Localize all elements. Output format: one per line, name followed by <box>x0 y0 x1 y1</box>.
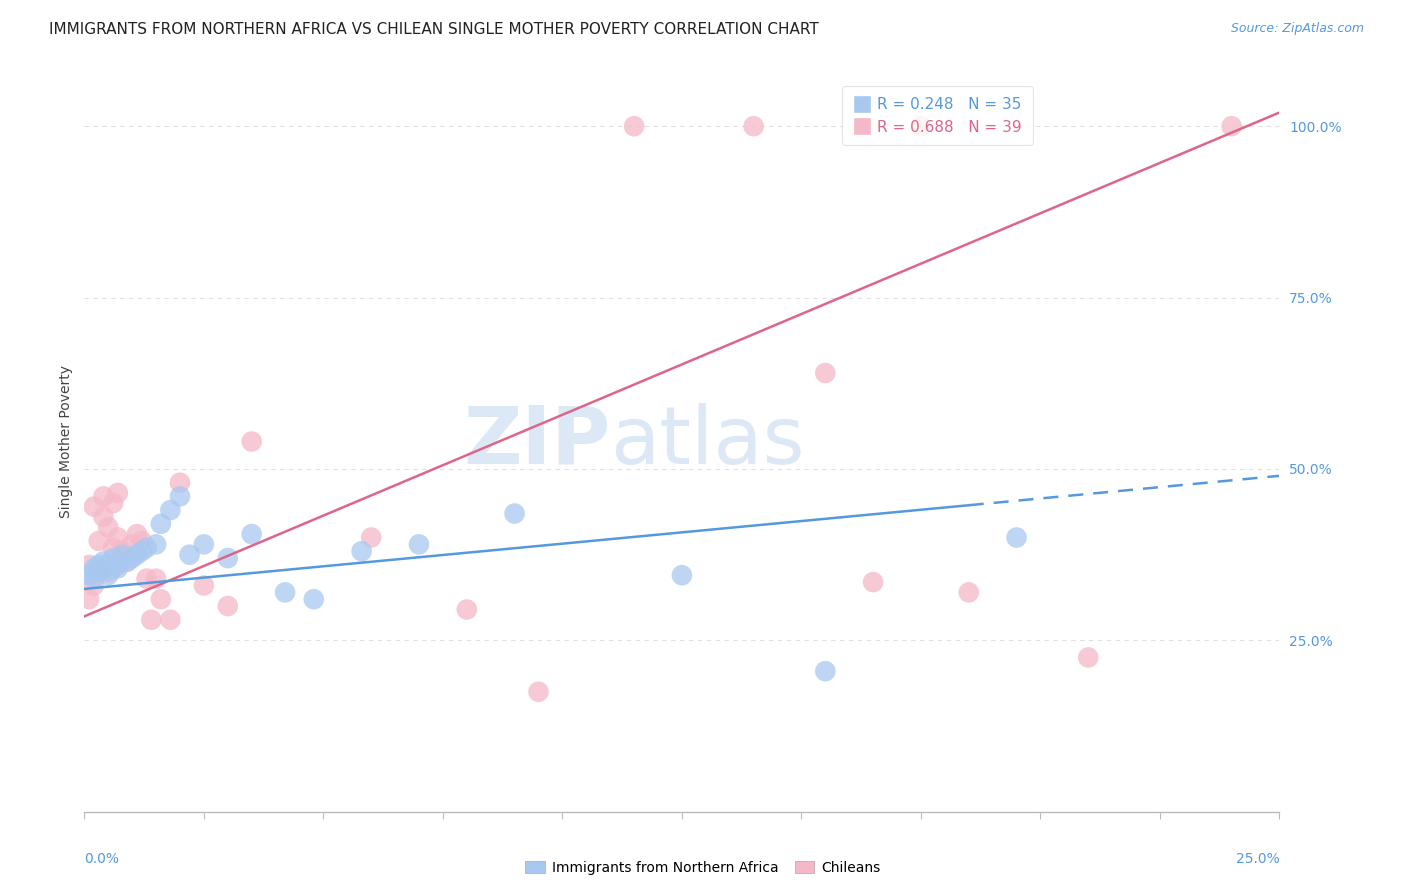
Point <box>179 548 201 562</box>
Point <box>149 516 172 531</box>
Point <box>169 489 191 503</box>
Y-axis label: Single Mother Poverty: Single Mother Poverty <box>59 365 73 518</box>
Point <box>193 537 215 551</box>
Point <box>107 558 129 572</box>
Point <box>141 613 163 627</box>
Point <box>87 533 110 548</box>
Point <box>83 578 105 592</box>
Point <box>121 537 143 551</box>
Point <box>101 561 124 575</box>
Point <box>957 585 980 599</box>
Point <box>77 558 100 572</box>
Text: 0.0%: 0.0% <box>84 853 120 866</box>
Point <box>111 548 134 562</box>
Point <box>97 565 120 579</box>
Point <box>101 551 124 566</box>
Point <box>97 558 120 572</box>
Point <box>83 572 105 586</box>
Point <box>93 489 115 503</box>
Point <box>77 568 100 582</box>
Point <box>107 486 129 500</box>
Point <box>910 119 932 133</box>
Point <box>360 531 382 545</box>
Point <box>131 533 153 548</box>
Text: ZIP: ZIP <box>463 402 610 481</box>
Point <box>111 544 134 558</box>
Point <box>101 541 124 555</box>
Point <box>125 527 148 541</box>
Point <box>159 503 181 517</box>
Point <box>149 592 172 607</box>
Point <box>1005 531 1028 545</box>
Point <box>97 568 120 582</box>
Point <box>131 544 153 558</box>
Point <box>742 119 765 133</box>
Point <box>117 554 139 568</box>
Point <box>87 565 110 579</box>
Point <box>83 561 105 575</box>
Point <box>135 541 157 555</box>
Text: 25.0%: 25.0% <box>1236 853 1279 866</box>
Point <box>77 592 100 607</box>
Point <box>1220 119 1243 133</box>
Point <box>83 500 105 514</box>
Point <box>145 537 167 551</box>
Point <box>93 554 115 568</box>
Point <box>1077 650 1099 665</box>
Point <box>93 510 115 524</box>
Point <box>527 685 550 699</box>
Point <box>671 568 693 582</box>
Point <box>456 602 478 616</box>
Point <box>135 572 157 586</box>
Point <box>193 578 215 592</box>
Point <box>274 585 297 599</box>
Point <box>107 531 129 545</box>
Text: atlas: atlas <box>610 402 804 481</box>
Point <box>121 551 143 566</box>
Text: Source: ZipAtlas.com: Source: ZipAtlas.com <box>1230 22 1364 36</box>
Point <box>814 664 837 678</box>
Point <box>814 366 837 380</box>
Point <box>101 496 124 510</box>
Point <box>117 554 139 568</box>
Point <box>159 613 181 627</box>
Point <box>97 520 120 534</box>
Point <box>240 434 263 449</box>
Point <box>145 572 167 586</box>
Point <box>125 548 148 562</box>
Point <box>302 592 325 607</box>
Point <box>93 561 115 575</box>
Legend: Immigrants from Northern Africa, Chileans: Immigrants from Northern Africa, Chilean… <box>520 855 886 880</box>
Legend: R = 0.248   N = 35, R = 0.688   N = 39: R = 0.248 N = 35, R = 0.688 N = 39 <box>842 87 1033 145</box>
Point <box>623 119 645 133</box>
Point <box>503 507 526 521</box>
Point <box>87 565 110 579</box>
Point <box>169 475 191 490</box>
Point <box>408 537 430 551</box>
Point <box>217 551 239 566</box>
Point <box>862 575 884 590</box>
Point <box>240 527 263 541</box>
Point <box>350 544 373 558</box>
Text: IMMIGRANTS FROM NORTHERN AFRICA VS CHILEAN SINGLE MOTHER POVERTY CORRELATION CHA: IMMIGRANTS FROM NORTHERN AFRICA VS CHILE… <box>49 22 818 37</box>
Point <box>87 558 110 572</box>
Point <box>217 599 239 613</box>
Point <box>107 561 129 575</box>
